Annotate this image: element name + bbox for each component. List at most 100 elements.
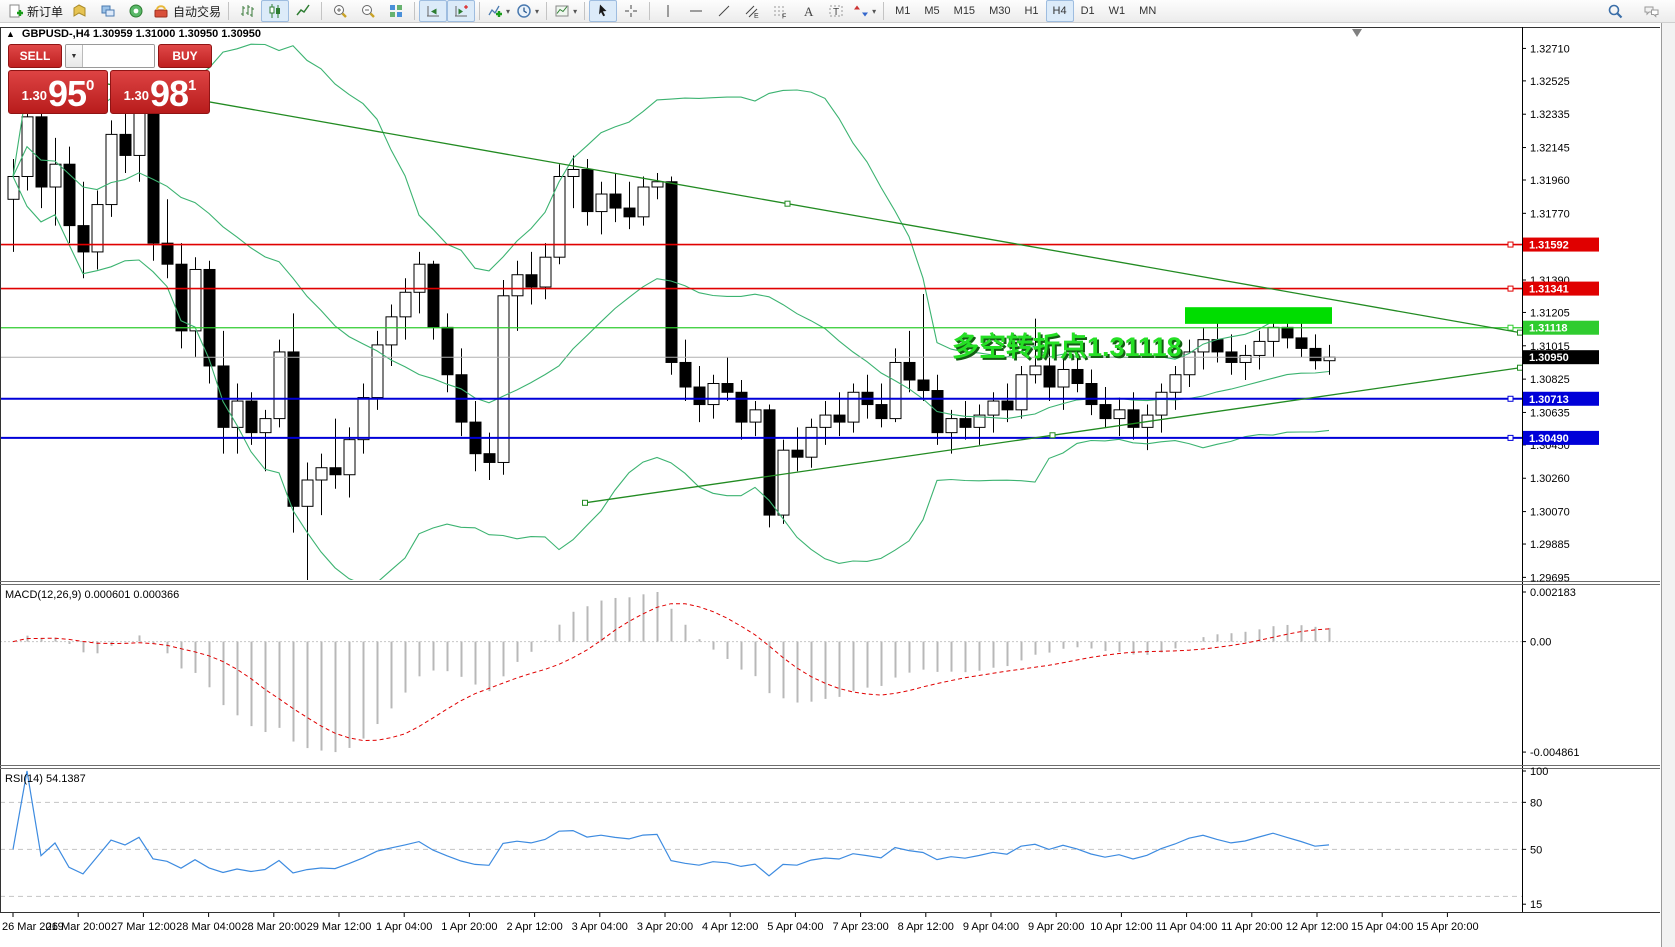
rsi-axis[interactable]: 100 80 50 15 <box>1522 766 1548 911</box>
tile-windows-button[interactable] <box>382 0 410 22</box>
templates-button[interactable]: ▾ <box>551 0 580 22</box>
arrows-button[interactable]: ▾ <box>850 0 879 22</box>
trendline-handle[interactable] <box>1517 329 1523 336</box>
hline-handle[interactable] <box>1507 285 1514 292</box>
horizontal-line-icon <box>690 10 703 12</box>
cursor-button[interactable] <box>589 0 618 22</box>
annotation-shadow: 多空转折点1.31118 <box>954 333 1184 364</box>
bollinger-lower[interactable] <box>12 176 1330 585</box>
svg-text:3 Apr 20:00: 3 Apr 20:00 <box>637 921 693 933</box>
timeframe-mn[interactable]: MN <box>1139 5 1157 17</box>
hline-handle[interactable] <box>1507 324 1514 331</box>
zoom-out-button[interactable] <box>354 0 382 22</box>
chat-button[interactable] <box>1637 0 1665 22</box>
price-label-1.31592 <box>1523 237 1599 252</box>
svg-text:F: F <box>782 14 786 20</box>
svg-text:1.30825: 1.30825 <box>1530 374 1570 386</box>
trendline-handle[interactable] <box>582 499 588 506</box>
trendline-button[interactable] <box>710 0 738 22</box>
indicators-button[interactable]: ▾ <box>484 0 513 22</box>
vertical-line-button[interactable] <box>654 0 682 22</box>
svg-text:1.31341: 1.31341 <box>1529 284 1569 296</box>
timeframe-m1[interactable]: M1 <box>895 5 911 17</box>
candlestick-button[interactable] <box>261 0 290 22</box>
macd-axis[interactable]: 0.002183 0.00 -0.004861 <box>1522 587 1580 759</box>
sell-button[interactable]: SELL <box>8 44 62 68</box>
horizontal-line-button[interactable] <box>682 0 710 22</box>
chart-window[interactable]: 多空转折点1.31118 多空转折点1.31118 1.32710 1.32525 1.… <box>0 23 1675 947</box>
zoom-in-button[interactable] <box>326 0 354 22</box>
collapse-panel-icon[interactable]: ▲ <box>6 29 15 39</box>
timeframe-h4[interactable]: H4 <box>1045 0 1074 22</box>
timeframe-m15[interactable]: M15 <box>953 5 976 17</box>
svg-text:29 Mar 12:00: 29 Mar 12:00 <box>307 921 372 933</box>
chat-icon <box>1644 6 1659 18</box>
timeframe-m5[interactable]: M5 <box>924 5 940 17</box>
macd-panel[interactable] <box>0 591 1522 753</box>
svg-text:26 Mar 2019: 26 Mar 2019 <box>2 921 64 933</box>
chevron-down-icon: ▾ <box>535 6 540 16</box>
cursor-icon <box>599 4 607 17</box>
crosshair-button[interactable] <box>617 0 645 22</box>
vertical-line-icon <box>667 5 669 17</box>
profiles-button[interactable] <box>66 0 94 22</box>
autotrading-icon <box>154 5 168 18</box>
price-axis[interactable]: 1.32710 1.32525 1.32335 1.32145 1.31960 1.317… <box>1522 43 1599 584</box>
svg-text:11 Apr 20:00: 11 Apr 20:00 <box>1221 921 1283 933</box>
label-button[interactable]: T <box>822 0 850 22</box>
profiles-icon <box>73 4 86 17</box>
hline-handle[interactable] <box>1507 434 1514 441</box>
periods-icon <box>517 4 531 18</box>
svg-text:1.30635: 1.30635 <box>1530 407 1570 419</box>
search-button[interactable] <box>1601 0 1629 22</box>
trendline-handle[interactable] <box>1049 432 1056 439</box>
highlight-rectangle[interactable] <box>1185 307 1332 324</box>
bar-chart-button[interactable] <box>233 0 261 22</box>
buy-price-button[interactable]: 1.30 98 1 <box>110 70 210 114</box>
hline-handle[interactable] <box>1507 395 1514 402</box>
candlestick-icon <box>269 4 281 18</box>
text-button[interactable]: A <box>794 0 822 22</box>
line-chart-button[interactable] <box>289 0 317 22</box>
svg-text:1.31015: 1.31015 <box>1530 341 1570 353</box>
autoscroll-button[interactable] <box>419 0 448 22</box>
news-icon <box>129 4 143 18</box>
volume-input[interactable] <box>83 45 154 67</box>
templates-icon <box>555 5 569 17</box>
toolbar-separator <box>479 2 481 20</box>
toolbar-separator <box>414 2 416 20</box>
svg-text:1.30713: 1.30713 <box>1529 394 1569 406</box>
trendline-handle[interactable] <box>1517 364 1523 371</box>
svg-text:1.30490: 1.30490 <box>1529 433 1569 445</box>
periods-button[interactable]: ▾ <box>513 0 542 22</box>
channel-button[interactable]: E <box>738 0 766 22</box>
chart-annotation[interactable]: 多空转折点1.31118 <box>952 331 1182 362</box>
svg-text:A: A <box>804 4 814 19</box>
fibonacci-button[interactable]: F <box>766 0 794 22</box>
price-chart[interactable]: 多空转折点1.31118多空转折点1.311181.327101.325251.… <box>0 23 1675 947</box>
autotrading-button[interactable]: 自动交易 <box>150 0 224 22</box>
sell-price-button[interactable]: 1.30 95 0 <box>8 70 108 114</box>
timeframe-m30[interactable]: M30 <box>989 5 1011 17</box>
news-button[interactable] <box>122 0 150 22</box>
svg-text:-0.004861: -0.004861 <box>1530 747 1580 759</box>
market-watch-button[interactable] <box>94 0 122 22</box>
volume-decrease-button[interactable]: ▼ <box>66 45 83 67</box>
chart-shift-marker[interactable] <box>1352 29 1362 37</box>
trendline-handle[interactable] <box>784 200 791 207</box>
hline-handle[interactable] <box>1507 241 1514 248</box>
sell-price-small: 1.30 <box>21 88 47 103</box>
timeframe-h1[interactable]: H1 <box>1024 5 1039 17</box>
chart-background[interactable] <box>0 23 1675 947</box>
rsi-line <box>12 770 1330 877</box>
indicators-icon <box>488 5 503 17</box>
rsi-panel[interactable] <box>0 770 1522 897</box>
svg-text:50: 50 <box>1530 844 1542 856</box>
new-order-button[interactable]: 新订单 <box>4 0 66 22</box>
timeframe-w1[interactable]: W1 <box>1108 5 1126 17</box>
chart-shift-button[interactable] <box>447 0 476 22</box>
timeframe-d1[interactable]: D1 <box>1080 5 1095 17</box>
buy-button[interactable]: BUY <box>158 44 212 68</box>
